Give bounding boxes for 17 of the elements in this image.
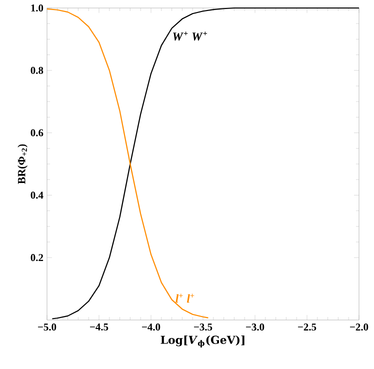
y-tick-label: 0.6	[30, 129, 44, 136]
y-tick-label: 0.8	[30, 66, 44, 74]
y-tick-label: 1.0	[31, 4, 44, 12]
x-tick-label: −3.5	[194, 324, 212, 331]
y-tick-label: 0.2	[30, 254, 44, 262]
x-tick-label: −2.5	[298, 324, 316, 331]
x-axis-title: Log[V$_{ϕ}$(GeV)]	[160, 335, 244, 348]
series-label: l$^{+}$ l$^{+}$	[176, 294, 194, 303]
x-tick-label: −3.0	[246, 324, 264, 331]
x-tick-label: −4.5	[90, 324, 108, 331]
series-label: W$^{+}$ W$^{+}$	[173, 32, 208, 41]
y-axis-title: BR(Φ$_{+2}$)	[18, 144, 28, 184]
y-tick-label: 0.4	[30, 192, 44, 199]
line-series	[46, 8, 209, 318]
x-tick-label: −5.0	[38, 324, 56, 331]
x-tick-label: −4.0	[142, 324, 160, 331]
x-tick-label: −2.0	[350, 324, 368, 331]
